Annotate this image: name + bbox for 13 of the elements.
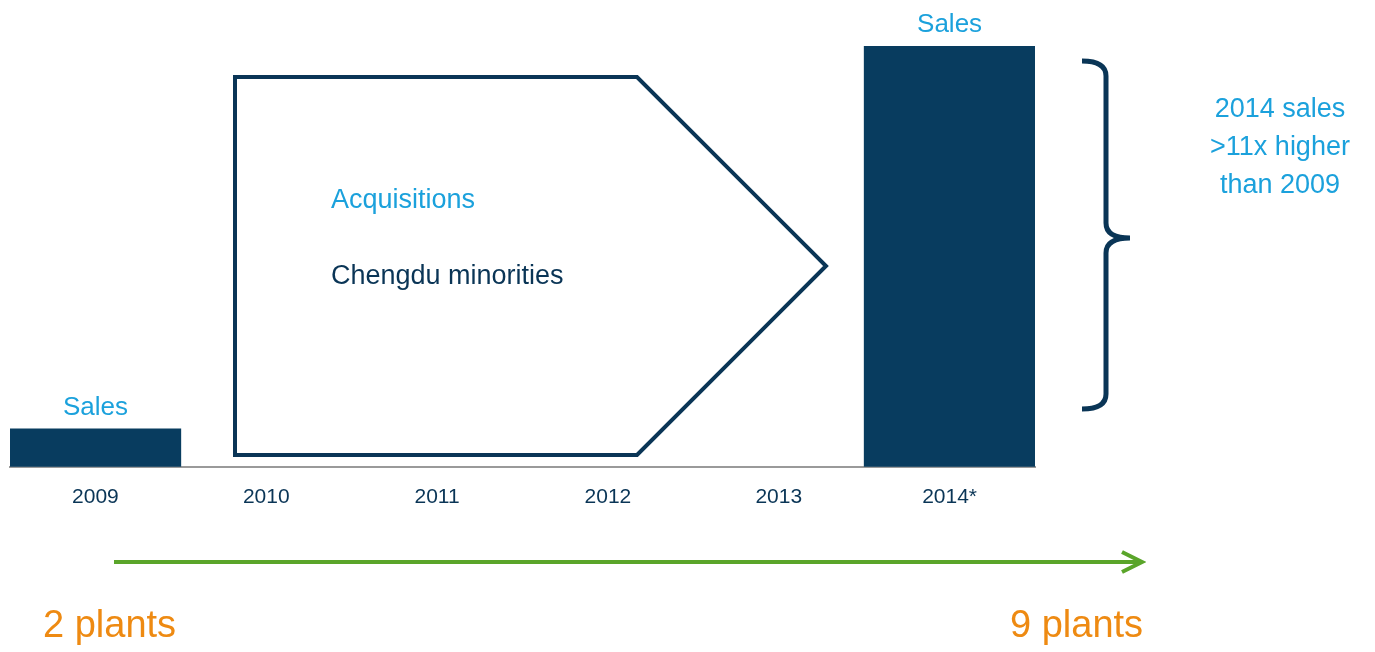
x-tick-label: 2013 (755, 484, 803, 508)
x-tick-label: 2012 (584, 484, 632, 508)
text: 2014 sales >11x higher than 2009 (1209, 92, 1351, 201)
annotation: Chengdu minorities (331, 259, 564, 292)
annotation: Sales (62, 391, 128, 422)
x-tick-label: 2010 (242, 484, 290, 508)
x-tick-label: 2011 (414, 484, 460, 508)
x-tick-label: 2009 (72, 484, 119, 508)
text: 9 plants (1010, 603, 1144, 646)
x-tick-label: 2014* (922, 484, 978, 508)
text: 2 plants (43, 603, 177, 646)
annotation: Sales (917, 8, 983, 39)
annotation: Acquisitions (331, 183, 476, 216)
